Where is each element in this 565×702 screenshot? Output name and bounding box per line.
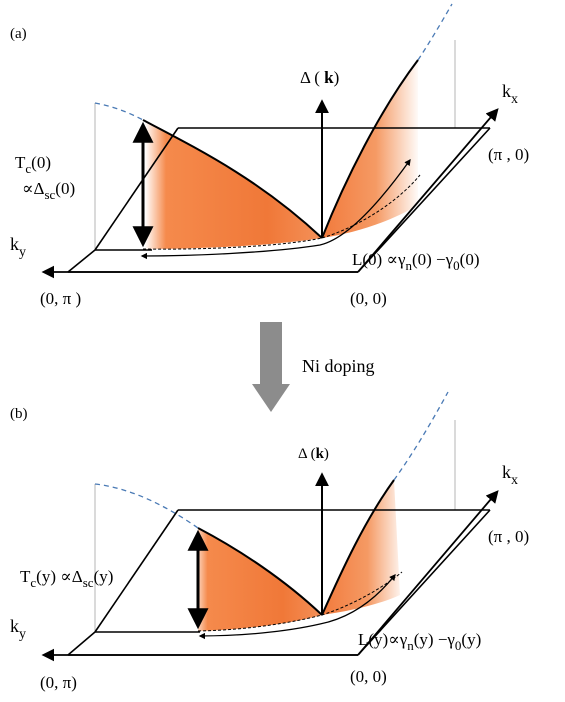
panel-b-gap-fill-left — [198, 528, 322, 631]
panel-b-tc-label: Tc(y) ∝Δsc(y) — [20, 567, 113, 590]
panel-b-zero-pi-label: (0, π) — [40, 673, 77, 692]
ni-doping-label: Ni doping — [302, 356, 375, 376]
panel-b-kx-label: kx — [502, 462, 518, 488]
panel-b-gap-label: Δ (k) — [298, 446, 329, 462]
panel-a-pi-zero-label: (π , 0) — [488, 145, 529, 164]
panel-b-l-label: L(y)∝γn(y) −γ0(y) — [358, 630, 481, 653]
panel-b: (b) — [10, 391, 529, 692]
panel-b-dashed-curve-left — [94, 483, 199, 529]
panel-a: (a) — [10, 3, 529, 308]
panel-a-origin-label: (0, 0) — [350, 289, 387, 308]
panel-b-l-arrow — [198, 573, 396, 640]
panel-a-dashed-curve-left — [94, 102, 144, 121]
panel-a-gap-label: Δ ( k) — [300, 68, 339, 87]
panel-b-dashed-curve-right — [393, 391, 449, 481]
panel-a-l-arrow — [140, 158, 411, 260]
panel-a-tag: (a) — [10, 26, 27, 42]
panel-a-ky-label: ky — [10, 234, 26, 260]
panel-a-dashed-curve-right — [417, 3, 453, 61]
ni-doping-arrow — [252, 322, 290, 412]
panel-b-origin-label: (0, 0) — [350, 667, 387, 686]
panel-a-l-label: L(0) ∝γn(0) −γ0(0) — [352, 250, 479, 273]
panel-a-dsc-label: ∝Δsc(0) — [22, 179, 75, 202]
panel-b-ky-label: ky — [10, 616, 26, 642]
panel-a-zero-pi-label: (0, π ) — [40, 289, 81, 308]
panel-a-kx-label: kx — [502, 81, 518, 107]
panel-a-tc-label: Tc(0) — [15, 153, 51, 176]
panel-b-tag: (b) — [10, 406, 28, 422]
panel-b-gap-fill-right — [322, 480, 400, 615]
panel-b-pi-zero-label: (π , 0) — [488, 527, 529, 546]
